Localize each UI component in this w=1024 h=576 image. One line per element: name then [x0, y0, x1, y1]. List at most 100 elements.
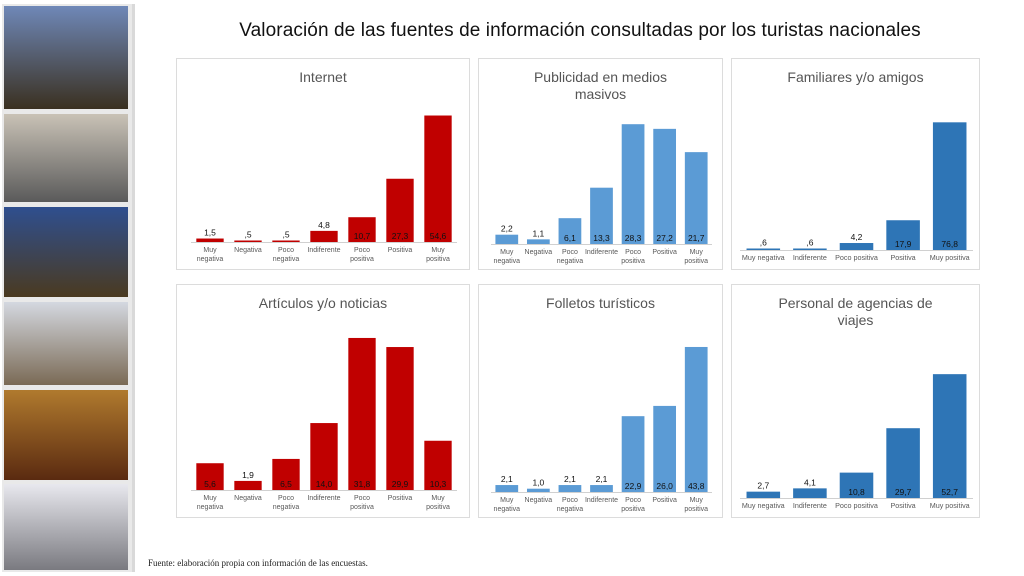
bar-chart: 2,2 Muy negativa 1,1 Negativa 6,1 Poco negativa… — [491, 124, 712, 265]
data-label: 2,7 — [757, 481, 769, 491]
category-label: Muy positiva — [426, 247, 450, 263]
bar — [234, 240, 262, 242]
bar — [424, 440, 452, 490]
category-label: Poco negativa — [557, 249, 584, 265]
data-label: 13,3 — [593, 233, 610, 243]
category-label: Negativa — [525, 249, 553, 256]
data-label: 10,8 — [848, 487, 865, 497]
data-label: ,5 — [282, 230, 289, 240]
bar — [386, 347, 414, 490]
category-label: Muy negativa — [742, 253, 785, 262]
bar — [590, 187, 613, 244]
category-label: Poco positiva — [835, 501, 878, 510]
data-label: 4,1 — [804, 477, 816, 487]
bar — [653, 128, 677, 244]
category-label: Poco positiva — [621, 497, 645, 513]
bar — [424, 115, 452, 242]
bar — [839, 472, 874, 498]
bar-chart: 2,1 Muy negativa 1,0 Negativa 2,1 Poco negativa… — [491, 346, 712, 513]
data-label: 1,1 — [532, 228, 544, 238]
terrace-night-photo — [4, 207, 128, 297]
bar — [932, 122, 967, 250]
category-label: Muy negativa — [742, 501, 785, 510]
data-label: 43,8 — [688, 481, 705, 491]
category-label: Poco negativa — [273, 495, 300, 511]
bar — [526, 488, 550, 492]
footnote-lead: Fuente: — [148, 558, 175, 568]
bar-chart: 1,5 Muy negativa ,5 Negativa ,5 Poco negativa 4,… — [191, 115, 457, 263]
bar — [886, 428, 920, 498]
chart-title: Publicidad en medios masivos — [533, 69, 668, 102]
chart-title: Artículos y/o noticias — [258, 295, 388, 311]
chart-panel-folletos: 2,1 Muy negativa 1,0 Negativa 2,1 Poco negativa… — [478, 284, 723, 518]
category-label: Muy negativa — [494, 497, 521, 513]
category-label: Negativa — [525, 497, 553, 504]
category-label: Indiferente — [307, 247, 340, 254]
data-label: 27,3 — [392, 231, 409, 241]
category-label: Negativa — [234, 247, 262, 254]
data-label: 26,0 — [656, 481, 673, 491]
category-label: Muy negativa — [197, 495, 224, 511]
bar — [272, 240, 300, 242]
bar-chart: 5,6 Muy negativa 1,9 Negativa 6,5 Poco negativa… — [191, 337, 457, 511]
category-label: Poco positiva — [835, 253, 878, 262]
data-label: 52,7 — [941, 487, 958, 497]
category-label: Positiva — [652, 249, 677, 256]
data-label: 28,3 — [625, 233, 642, 243]
chart-title: Folletos turísticos — [546, 295, 655, 311]
category-label: Indiferente — [585, 249, 618, 256]
bar — [558, 485, 582, 492]
chart-title: Familiares y/o amigos — [787, 69, 924, 85]
category-label: Positiva — [891, 501, 916, 510]
data-label: 1,5 — [204, 228, 216, 238]
bar — [348, 337, 376, 490]
hotel-room-photo — [4, 390, 128, 480]
bar — [196, 238, 224, 242]
data-label: 54,6 — [430, 231, 447, 241]
category-label: Poco positiva — [350, 495, 374, 511]
category-label: Positiva — [388, 495, 413, 502]
category-label: Indiferente — [793, 501, 827, 510]
category-label: Positiva — [388, 247, 413, 254]
photo-strip — [2, 4, 135, 572]
chart-panel-internet: 1,5 Muy negativa ,5 Negativa ,5 Poco negativa 4,… — [176, 58, 470, 270]
bar — [932, 374, 967, 498]
bar — [196, 463, 224, 490]
bar — [621, 124, 645, 244]
bar — [746, 491, 781, 498]
bar — [526, 239, 550, 244]
bar — [310, 423, 338, 490]
data-label: ,5 — [244, 230, 251, 240]
data-label: 6,1 — [564, 233, 576, 243]
data-label: 1,0 — [532, 478, 544, 488]
church-plaza-photo — [4, 302, 128, 385]
category-label: Indiferente — [793, 253, 827, 262]
data-label: 2,1 — [564, 474, 576, 484]
data-label: 29,7 — [895, 487, 912, 497]
data-label: 27,2 — [656, 233, 673, 243]
city-pool-photo — [4, 6, 128, 109]
bar — [793, 248, 827, 250]
bar — [386, 178, 414, 242]
chart-panel-publicidad: 2,2 Muy negativa 1,1 Negativa 6,1 Poco negativa… — [478, 58, 723, 270]
street-crowd-photo — [4, 114, 128, 202]
bar — [234, 480, 262, 490]
data-label: 76,8 — [941, 239, 958, 249]
category-label: Positiva — [891, 253, 916, 262]
category-label: Muy positiva — [684, 249, 708, 265]
data-label: 31,8 — [354, 479, 371, 489]
category-label: Poco negativa — [273, 247, 300, 263]
bar — [746, 248, 781, 250]
data-label: 29,9 — [392, 479, 409, 489]
chart-panel-articulos: 5,6 Muy negativa 1,9 Negativa 6,5 Poco negativa… — [176, 284, 470, 518]
bar — [495, 485, 519, 492]
mall-crowd-photo — [4, 484, 128, 570]
source-footnote: Fuente: elaboración propia con informaci… — [148, 558, 368, 568]
category-label: Muy positiva — [426, 495, 450, 511]
footnote-text: elaboración propia con información de la… — [175, 558, 368, 568]
category-label: Muy negativa — [494, 249, 521, 265]
chart-panel-agencias: 2,7 Muy negativa 4,1 Indiferente 10,8 Poco po… — [731, 284, 980, 518]
category-label: Muy positiva — [930, 253, 970, 262]
chart-panel-familiares: ,6 Muy negativa ,6 Indiferente 4,2 Poco posit… — [731, 58, 980, 270]
category-label: Poco positiva — [350, 247, 374, 263]
